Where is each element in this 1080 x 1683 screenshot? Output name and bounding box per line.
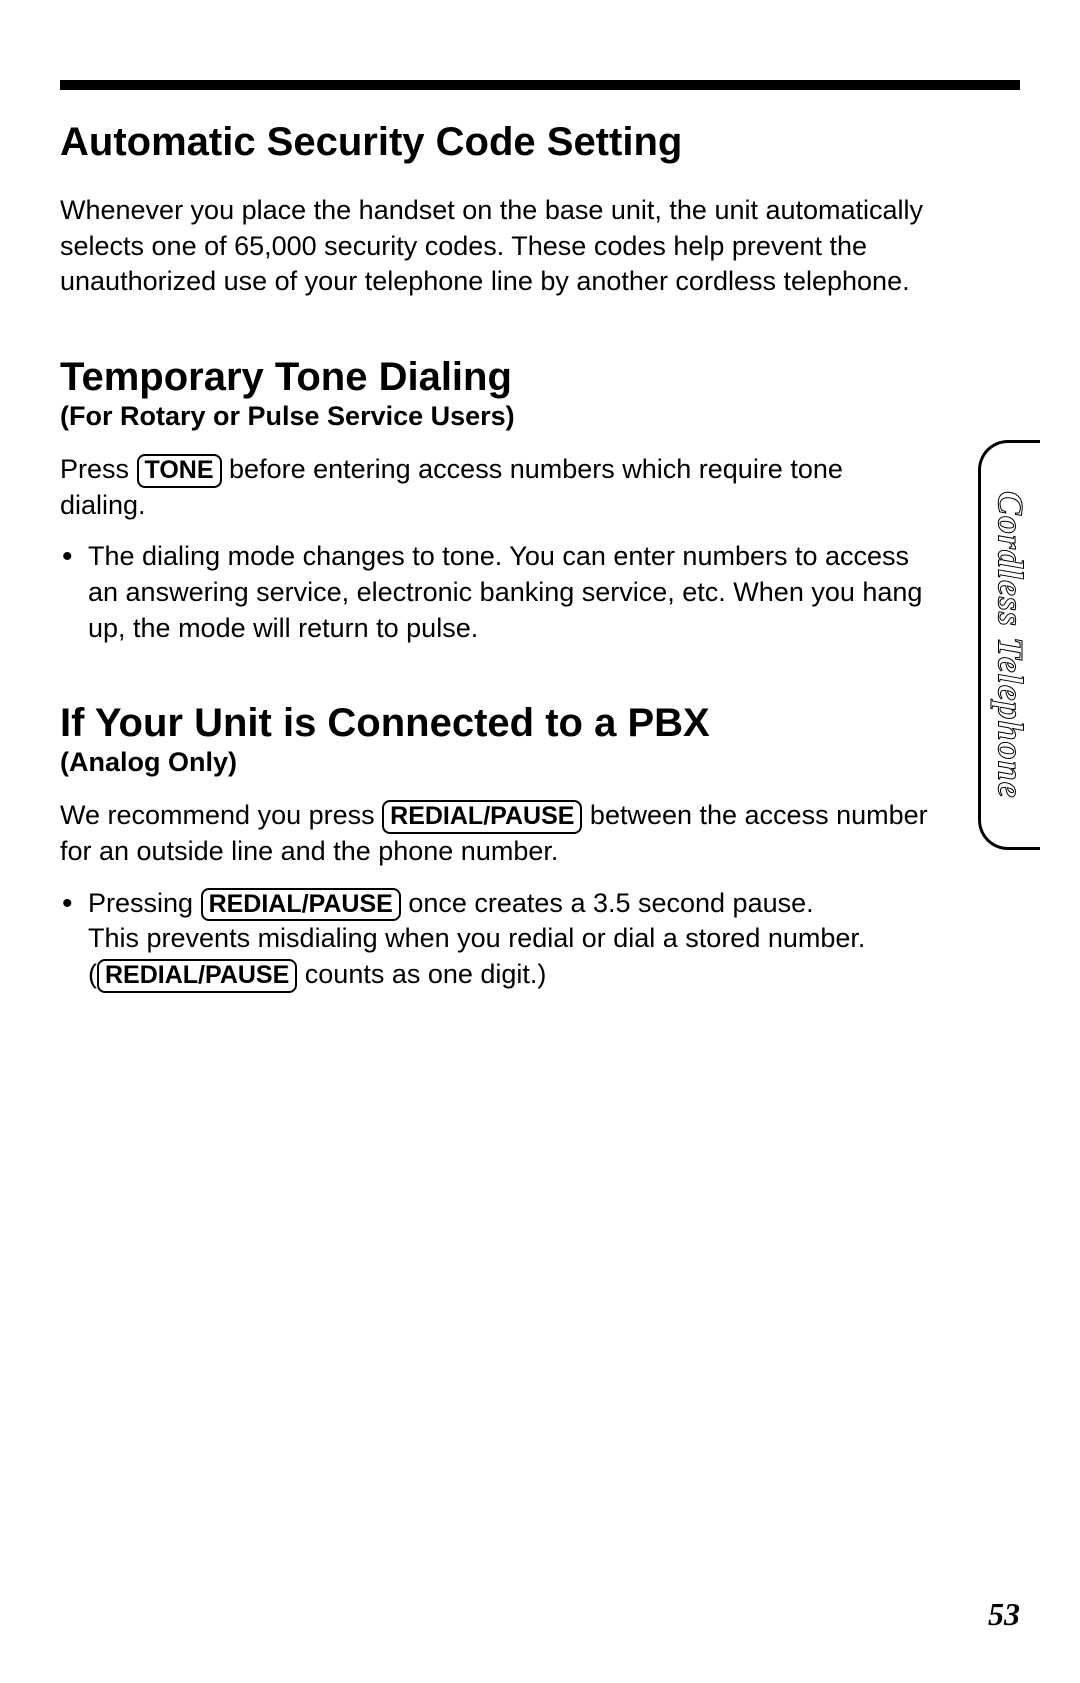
- redial-pause-key: REDIAL/PAUSE: [97, 959, 297, 993]
- side-tab: Cordless Telephone: [978, 440, 1040, 850]
- redial-pause-key: REDIAL/PAUSE: [382, 800, 582, 834]
- section3-subtitle: (Analog Only): [60, 747, 930, 778]
- manual-page: Automatic Security Code Setting Whenever…: [0, 0, 1080, 1683]
- text: We recommend you press: [60, 800, 382, 830]
- list-item: The dialing mode changes to tone. You ca…: [60, 539, 930, 646]
- redial-pause-key: REDIAL/PAUSE: [201, 888, 401, 922]
- section2-title: Temporary Tone Dialing: [60, 355, 930, 399]
- top-rule: [60, 80, 1020, 90]
- list-item: Pressing REDIAL/PAUSE once creates a 3.5…: [60, 886, 930, 993]
- section2-subtitle: (For Rotary or Pulse Service Users): [60, 401, 930, 432]
- section3-title: If Your Unit is Connected to a PBX: [60, 701, 930, 745]
- side-tab-label: Cordless Telephone: [990, 491, 1032, 799]
- section2-para: Press TONE before entering access number…: [60, 452, 930, 523]
- section1-para: Whenever you place the handset on the ba…: [60, 193, 930, 300]
- text: counts as one digit.): [297, 959, 546, 989]
- section3-list: Pressing REDIAL/PAUSE once creates a 3.5…: [60, 886, 930, 993]
- text: Press: [60, 454, 137, 484]
- tone-key: TONE: [137, 454, 222, 488]
- section3-para: We recommend you press REDIAL/PAUSE betw…: [60, 798, 930, 869]
- section2-list: The dialing mode changes to tone. You ca…: [60, 539, 930, 646]
- page-number: 53: [988, 1596, 1020, 1633]
- text: Pressing: [88, 888, 201, 918]
- section1-title: Automatic Security Code Setting: [60, 120, 930, 165]
- content-column: Automatic Security Code Setting Whenever…: [60, 120, 930, 993]
